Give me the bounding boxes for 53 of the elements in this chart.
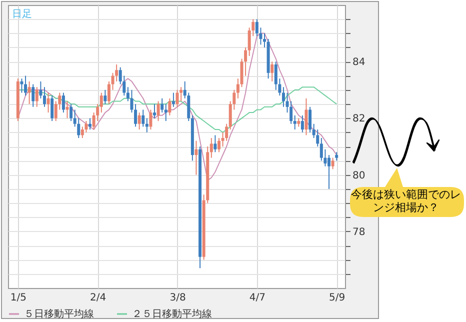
candlestick: [142, 109, 145, 128]
x-tick-label: 4/7: [249, 292, 266, 304]
x-tick-label: 2/4: [90, 292, 106, 304]
candlestick: [24, 75, 28, 96]
candlestick: [331, 157, 334, 170]
candlestick: [217, 138, 220, 153]
candlestick: [194, 140, 198, 176]
y-tick-label: 78: [352, 226, 366, 238]
legend-label: ２５日移動平均線: [132, 308, 212, 320]
candlestick: [32, 84, 35, 108]
candlestick: [100, 92, 103, 114]
candlestick: [300, 114, 304, 133]
y-tick-label: 80: [352, 170, 366, 182]
candlestick: [164, 104, 168, 122]
y-tick-label: 82: [352, 114, 366, 125]
text: 今後は狭い範囲でのレンジ相場か？: [350, 188, 462, 214]
candlestick: [42, 86, 46, 108]
candlestick: [156, 100, 160, 122]
candlestick: [168, 98, 172, 116]
candlestick: [214, 134, 217, 153]
candlestick: [244, 46, 248, 76]
candlestick: [138, 112, 141, 130]
candlestick: [172, 92, 175, 108]
line-series: [17, 32, 338, 181]
candlestick: [210, 138, 213, 158]
candlestick: [308, 106, 312, 133]
y-tick-label: 84: [352, 57, 366, 68]
candlestick: [50, 95, 54, 122]
candlestick: [39, 80, 42, 99]
candlestick: [70, 104, 73, 122]
candlestick: [293, 114, 296, 130]
candlestick: [134, 104, 138, 128]
candlestick: [176, 89, 179, 108]
candlestick: [282, 86, 285, 108]
candlestick: [46, 92, 50, 114]
candlestick: [304, 98, 308, 136]
x-tick-label: 1/5: [10, 292, 26, 304]
x-tick-label: 5/9: [329, 292, 346, 304]
candlestick: [263, 32, 266, 48]
x-tick-label: 3/8: [170, 292, 186, 304]
candlestick: [104, 89, 107, 105]
candlestick: [153, 104, 156, 119]
candlestick: [270, 61, 274, 82]
candlestick: [160, 98, 164, 114]
annotation: 日足: [12, 9, 32, 20]
candlestick: [35, 86, 38, 108]
candlestick: [149, 109, 152, 130]
candlestick: [62, 92, 65, 114]
legend-label: ５日移動平均線: [24, 308, 94, 320]
candlestick: [328, 154, 330, 190]
candlestick: [107, 80, 110, 105]
candlestick: [28, 80, 31, 105]
candlestick: [130, 89, 134, 114]
